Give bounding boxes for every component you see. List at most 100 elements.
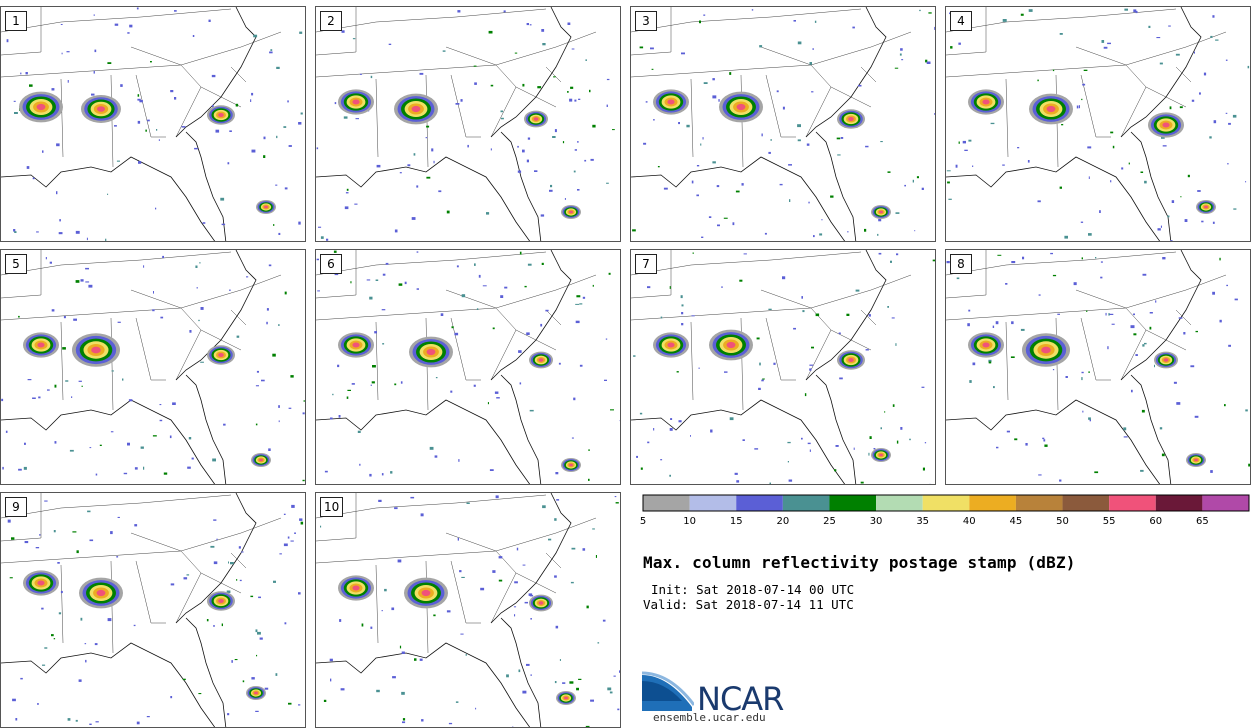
storm-cell [726,341,736,349]
reflectivity-echo [934,113,935,115]
reflectivity-echo [492,570,496,573]
reflectivity-echo [1002,164,1005,166]
reflectivity-echo [283,126,287,128]
reflectivity-echo [18,315,20,318]
reflectivity-echo [690,435,691,437]
reflectivity-echo [199,262,201,264]
reflectivity-echo [764,232,767,235]
reflectivity-echo [419,72,424,75]
panel-number-label: 7 [635,254,657,274]
reflectivity-echo [91,93,95,96]
reflectivity-echo [226,590,231,593]
reflectivity-echo [398,283,403,286]
reflectivity-echo [639,46,644,49]
reflectivity-echo [416,185,419,188]
reflectivity-echo [751,9,754,11]
reflectivity-echo [394,229,398,233]
reflectivity-echo [653,428,655,431]
reflectivity-echo [366,279,371,281]
reflectivity-echo [620,281,621,284]
reflectivity-echo [577,141,579,143]
reflectivity-echo [159,404,162,406]
ncar-logo-text[interactable]: NCAR [697,680,784,718]
reflectivity-echo [1161,136,1165,139]
reflectivity-echo [105,238,107,241]
reflectivity-echo [419,658,423,661]
storm-cell [352,99,360,105]
reflectivity-echo [95,721,99,723]
reflectivity-echo [1191,99,1195,102]
reflectivity-echo [114,23,119,26]
reflectivity-echo [251,677,255,680]
reflectivity-echo [93,14,95,16]
reflectivity-echo [188,437,192,440]
reflectivity-echo [1081,377,1083,381]
reflectivity-echo [234,659,238,661]
reflectivity-echo [834,469,837,472]
colorbar-tick-label: 15 [729,516,743,527]
reflectivity-echo [1133,9,1137,13]
reflectivity-echo [1081,98,1083,101]
reflectivity-echo [574,99,577,102]
reflectivity-echo [522,149,525,153]
reflectivity-echo [1123,436,1128,438]
reflectivity-echo [592,284,594,287]
reflectivity-echo [996,446,999,449]
reflectivity-echo [1108,313,1110,316]
reflectivity-echo [605,338,608,340]
reflectivity-echo [1159,62,1163,65]
reflectivity-map [1,250,305,484]
reflectivity-echo [670,418,673,420]
reflectivity-echo [486,212,490,215]
reflectivity-echo [228,561,229,564]
site-url[interactable]: ensemble.ucar.edu [653,711,766,724]
reflectivity-echo [1135,10,1138,14]
reflectivity-echo [554,575,557,578]
storm-cell [421,589,431,597]
reflectivity-echo [588,449,590,451]
reflectivity-echo [1094,471,1099,474]
reflectivity-echo [334,102,337,105]
ncar-logo-icon[interactable] [642,671,694,713]
storm-cell [259,458,263,462]
reflectivity-echo [174,97,177,100]
reflectivity-echo [284,622,287,625]
reflectivity-echo [420,513,424,517]
reflectivity-echo [1209,136,1212,139]
reflectivity-echo [461,576,465,578]
reflectivity-echo [302,479,305,482]
reflectivity-echo [549,189,553,192]
reflectivity-echo [946,170,951,172]
reflectivity-echo [266,321,268,325]
reflectivity-echo [969,380,972,383]
reflectivity-echo [712,161,716,164]
reflectivity-echo [988,361,992,364]
reflectivity-echo [324,470,328,473]
reflectivity-echo [337,364,340,368]
reflectivity-echo [329,658,333,662]
reflectivity-echo [434,455,438,458]
reflectivity-echo [476,308,479,310]
colorbar-segment [689,495,737,511]
reflectivity-echo [878,218,882,222]
reflectivity-echo [612,129,615,131]
reflectivity-echo [182,678,186,681]
reflectivity-map [316,493,620,727]
reflectivity-echo [592,528,595,530]
reflectivity-echo [414,658,417,661]
reflectivity-echo [128,399,133,402]
reflectivity-echo [741,183,744,186]
reflectivity-echo [924,442,927,444]
reflectivity-echo [11,537,15,540]
reflectivity-echo [435,377,438,379]
reflectivity-echo [1078,105,1080,109]
reflectivity-echo [609,691,613,694]
reflectivity-echo [429,446,434,450]
reflectivity-echo [433,160,435,164]
reflectivity-echo [78,679,82,682]
reflectivity-echo [212,458,216,462]
reflectivity-echo [411,217,416,220]
reflectivity-echo [880,427,882,430]
reflectivity-echo [988,359,992,363]
reflectivity-echo [255,423,258,426]
